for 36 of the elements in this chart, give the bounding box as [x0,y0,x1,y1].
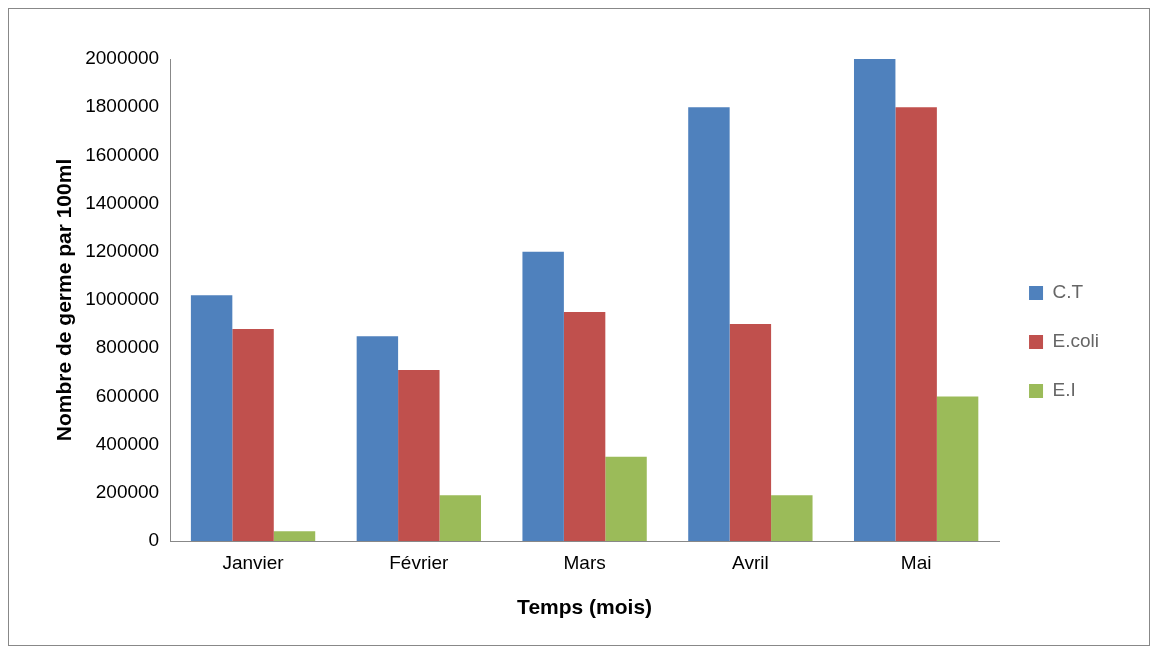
bar [273,531,316,541]
y-tick-label: 1000000 [85,288,160,310]
x-tick-label: Mai [900,551,932,573]
bar [729,324,772,541]
legend-label: E.coli [1052,330,1100,352]
bar [190,295,233,541]
y-axis-title: Nombre de germe par 100ml [52,158,76,442]
y-tick-label: 400000 [95,432,160,454]
bar [853,59,896,541]
bar [605,456,647,541]
x-tick-label: Avril [732,551,769,573]
y-tick-label: 1400000 [85,191,160,213]
y-tick-label: 200000 [95,481,160,503]
y-tick-label: 1800000 [85,95,160,117]
x-axis-title: Temps (mois) [517,595,653,619]
x-tick-label: Mars [563,551,606,573]
y-tick-label: 2000000 [85,47,160,69]
y-tick-label: 1200000 [85,240,160,262]
bar [936,396,979,541]
y-tick-label: 1600000 [85,143,160,165]
bar [895,107,937,541]
y-tick-label: 0 [148,529,160,551]
bar [232,328,274,541]
bar [439,495,481,541]
y-tick-label: 600000 [95,384,160,406]
bar [522,251,564,541]
x-tick-label: Février [389,551,450,573]
legend-label: C.T [1052,281,1084,303]
y-tick-label: 800000 [95,336,160,358]
bar [771,495,813,541]
bar [563,312,606,541]
bar [398,369,440,541]
bar [356,336,399,541]
bar [688,107,730,541]
legend-label: E.I [1052,379,1076,401]
x-tick-label: Janvier [222,551,285,573]
